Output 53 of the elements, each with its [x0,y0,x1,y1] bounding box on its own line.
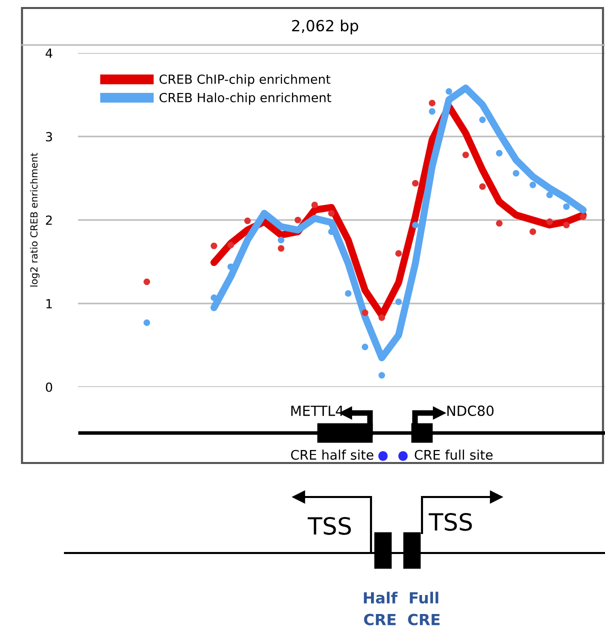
text: TSS [428,512,472,531]
legend-label: CREB ChIP-chip enrichment [160,74,330,86]
point [144,319,150,326]
point [412,222,419,228]
y-tick-label: 0 [46,382,52,392]
y-axis-title: log2 ratio CREB enrichment [30,152,40,286]
point [580,213,586,220]
chart-title: 2,062 bp [292,20,358,34]
y-tick-label: 1 [46,299,52,308]
point [144,278,150,286]
text: TSS [308,516,351,535]
point [227,242,234,248]
point [311,202,318,208]
point [395,298,402,306]
text: CRE full site [414,450,493,460]
legend-label: CREB Halo-chip enrichment [160,92,332,105]
y-tick-label: 4 [46,48,52,58]
point [563,222,570,228]
text: NDC80 [447,406,494,416]
point [446,88,452,95]
point [512,170,520,177]
point [362,309,368,316]
point [278,245,284,252]
point [278,236,284,244]
point [328,210,335,217]
point [530,182,536,188]
point [462,152,469,158]
y-tick-label: 3 [46,132,52,142]
y-tick-label: 2 [46,215,52,225]
point [244,218,251,224]
point [378,314,386,321]
point [344,290,352,297]
point [395,250,402,257]
text: Half CRE [364,592,398,626]
point [479,116,486,124]
point [546,192,553,198]
point [412,180,419,187]
point [294,216,302,224]
point [546,218,553,225]
point [210,242,218,250]
point [210,294,218,301]
point [378,372,386,379]
point [530,228,536,235]
text: METTL4 [291,406,344,416]
point [428,100,436,106]
point [496,220,503,227]
text: CRE half site [291,450,374,460]
point [563,203,570,210]
point [479,183,486,190]
point [496,150,503,156]
point [362,344,368,350]
point [428,108,436,115]
text: Full CRE [408,592,440,626]
